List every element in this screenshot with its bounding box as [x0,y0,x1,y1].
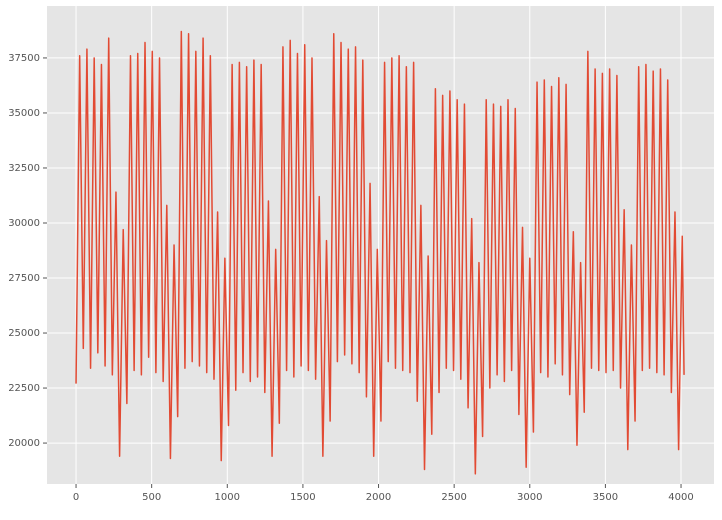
y-tick-label: 35000 [8,108,40,119]
x-tick-label: 3500 [593,492,618,503]
y-tick-label: 20000 [8,438,40,449]
x-tick-label: 4000 [668,492,693,503]
y-tick-label: 30000 [8,218,40,229]
y-tick-label: 37500 [8,53,40,64]
y-tick-label: 22500 [8,383,40,394]
x-tick-label: 2000 [366,492,391,503]
y-tick-label: 25000 [8,328,40,339]
x-tick-label: 500 [142,492,161,503]
x-tick-label: 0 [73,492,79,503]
x-tick-label: 2500 [441,492,466,503]
x-tick-label: 3000 [517,492,542,503]
y-tick-label: 27500 [8,273,40,284]
x-tick-label: 1000 [215,492,240,503]
x-tick-label: 1500 [290,492,315,503]
series-line [75,30,685,475]
y-tick-label: 32500 [8,163,40,174]
